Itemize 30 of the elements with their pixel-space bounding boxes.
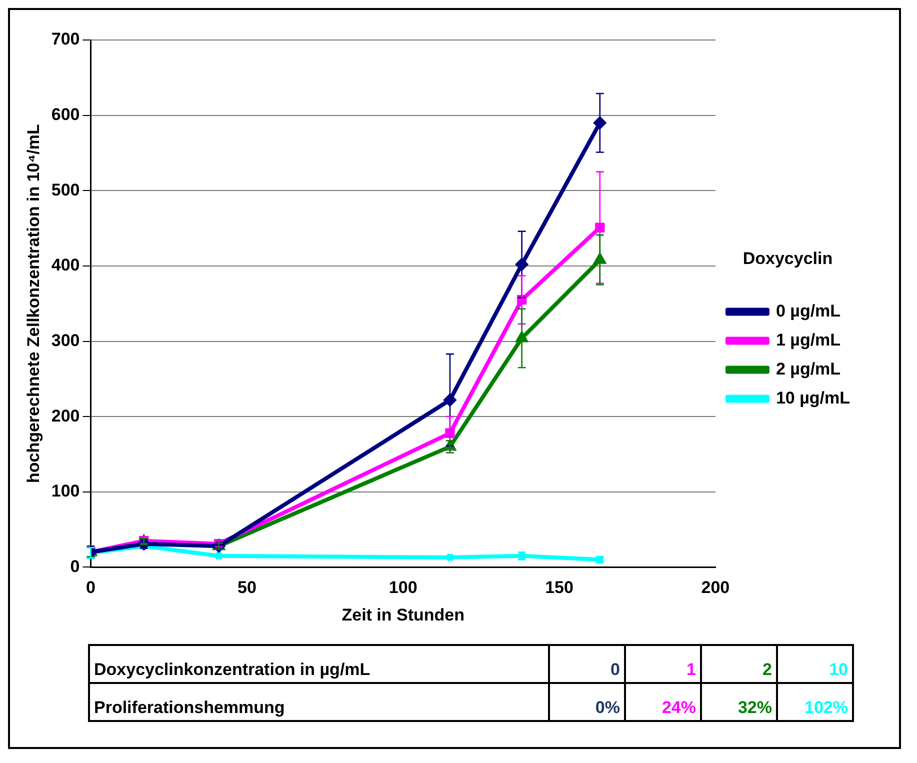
y-tick-label: 500	[51, 180, 80, 200]
text: 102%	[777, 683, 853, 721]
legend-label: 1 µg/mL	[776, 330, 841, 350]
category-label: 0	[549, 645, 625, 683]
text: 24%	[625, 683, 701, 721]
y-tick-label: 200	[51, 406, 80, 426]
text: 0%	[549, 683, 625, 721]
x-tick-label: 150	[545, 578, 574, 598]
y-tick-label: 400	[51, 256, 80, 275]
x-tick-label: 200	[701, 578, 730, 598]
x-tick-label: 0	[86, 578, 96, 598]
legend-label: 2 µg/mL	[776, 359, 841, 378]
category-label: 1	[625, 645, 701, 683]
text: Doxycyclinkonzentration in µg/mL	[89, 645, 549, 683]
legend-title: Doxycyclin	[742, 248, 833, 268]
y-tick-label: 100	[51, 482, 80, 501]
y-tick-label: 0	[70, 556, 80, 576]
text: 32%	[701, 683, 777, 721]
legend-label: 0 µg/mL	[776, 301, 841, 320]
x-tick-label: 100	[388, 578, 418, 598]
category-label: 2	[701, 645, 777, 683]
legend-label: 10 µg/mL	[776, 388, 850, 408]
y-axis-title: hochgerechnete Zellkonzentration in 10⁴/mL	[24, 124, 43, 484]
y-tick-label: 700	[51, 30, 80, 49]
y-tick-label: 300	[51, 330, 80, 350]
y-tick-label: 600	[51, 105, 80, 124]
x-axis-title: Zeit in Stunden	[342, 605, 465, 624]
text: Proliferationshemmung	[89, 683, 549, 721]
x-tick-label: 50	[237, 578, 256, 598]
category-label: 10	[777, 645, 853, 683]
